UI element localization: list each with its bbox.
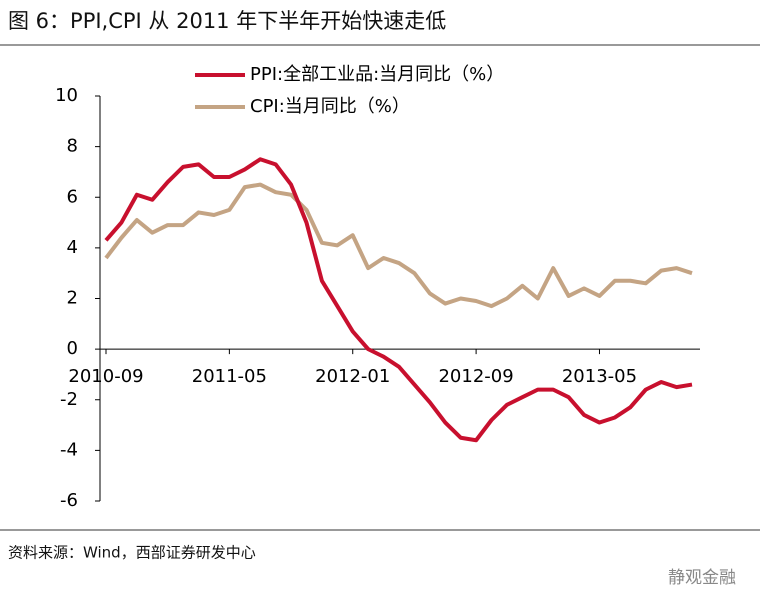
watermark: 静观金融 [668, 568, 736, 588]
chart-title: 图 6：PPI,CPI 从 2011 年下半年开始快速走低 [8, 9, 446, 33]
y-tick-label: 4 [67, 237, 78, 258]
x-tick-label: 2012-01 [315, 366, 390, 387]
series-line [104, 182, 693, 309]
y-tick-label: -4 [60, 439, 78, 460]
series-line [104, 157, 693, 443]
y-tick-label: -6 [60, 490, 78, 511]
legend-label: PPI:全部工业品:当月同比（%） [250, 64, 504, 85]
y-tick-label: 0 [67, 338, 78, 359]
y-tick-label: 6 [67, 186, 78, 207]
x-tick-label: 2010-09 [68, 366, 143, 387]
y-tick-label: 8 [67, 136, 78, 157]
x-tick-label: 2013-05 [562, 366, 637, 387]
x-tick-label: 2011-05 [192, 366, 267, 387]
y-tick-label: 2 [67, 288, 78, 309]
legend-label: CPI:当月同比（%） [250, 96, 410, 117]
y-tick-label: 10 [55, 85, 78, 106]
source: 资料来源：Wind，西部证券研发中心 [8, 544, 256, 562]
y-tick-label: -2 [60, 389, 78, 410]
x-tick-label: 2012-09 [438, 366, 513, 387]
